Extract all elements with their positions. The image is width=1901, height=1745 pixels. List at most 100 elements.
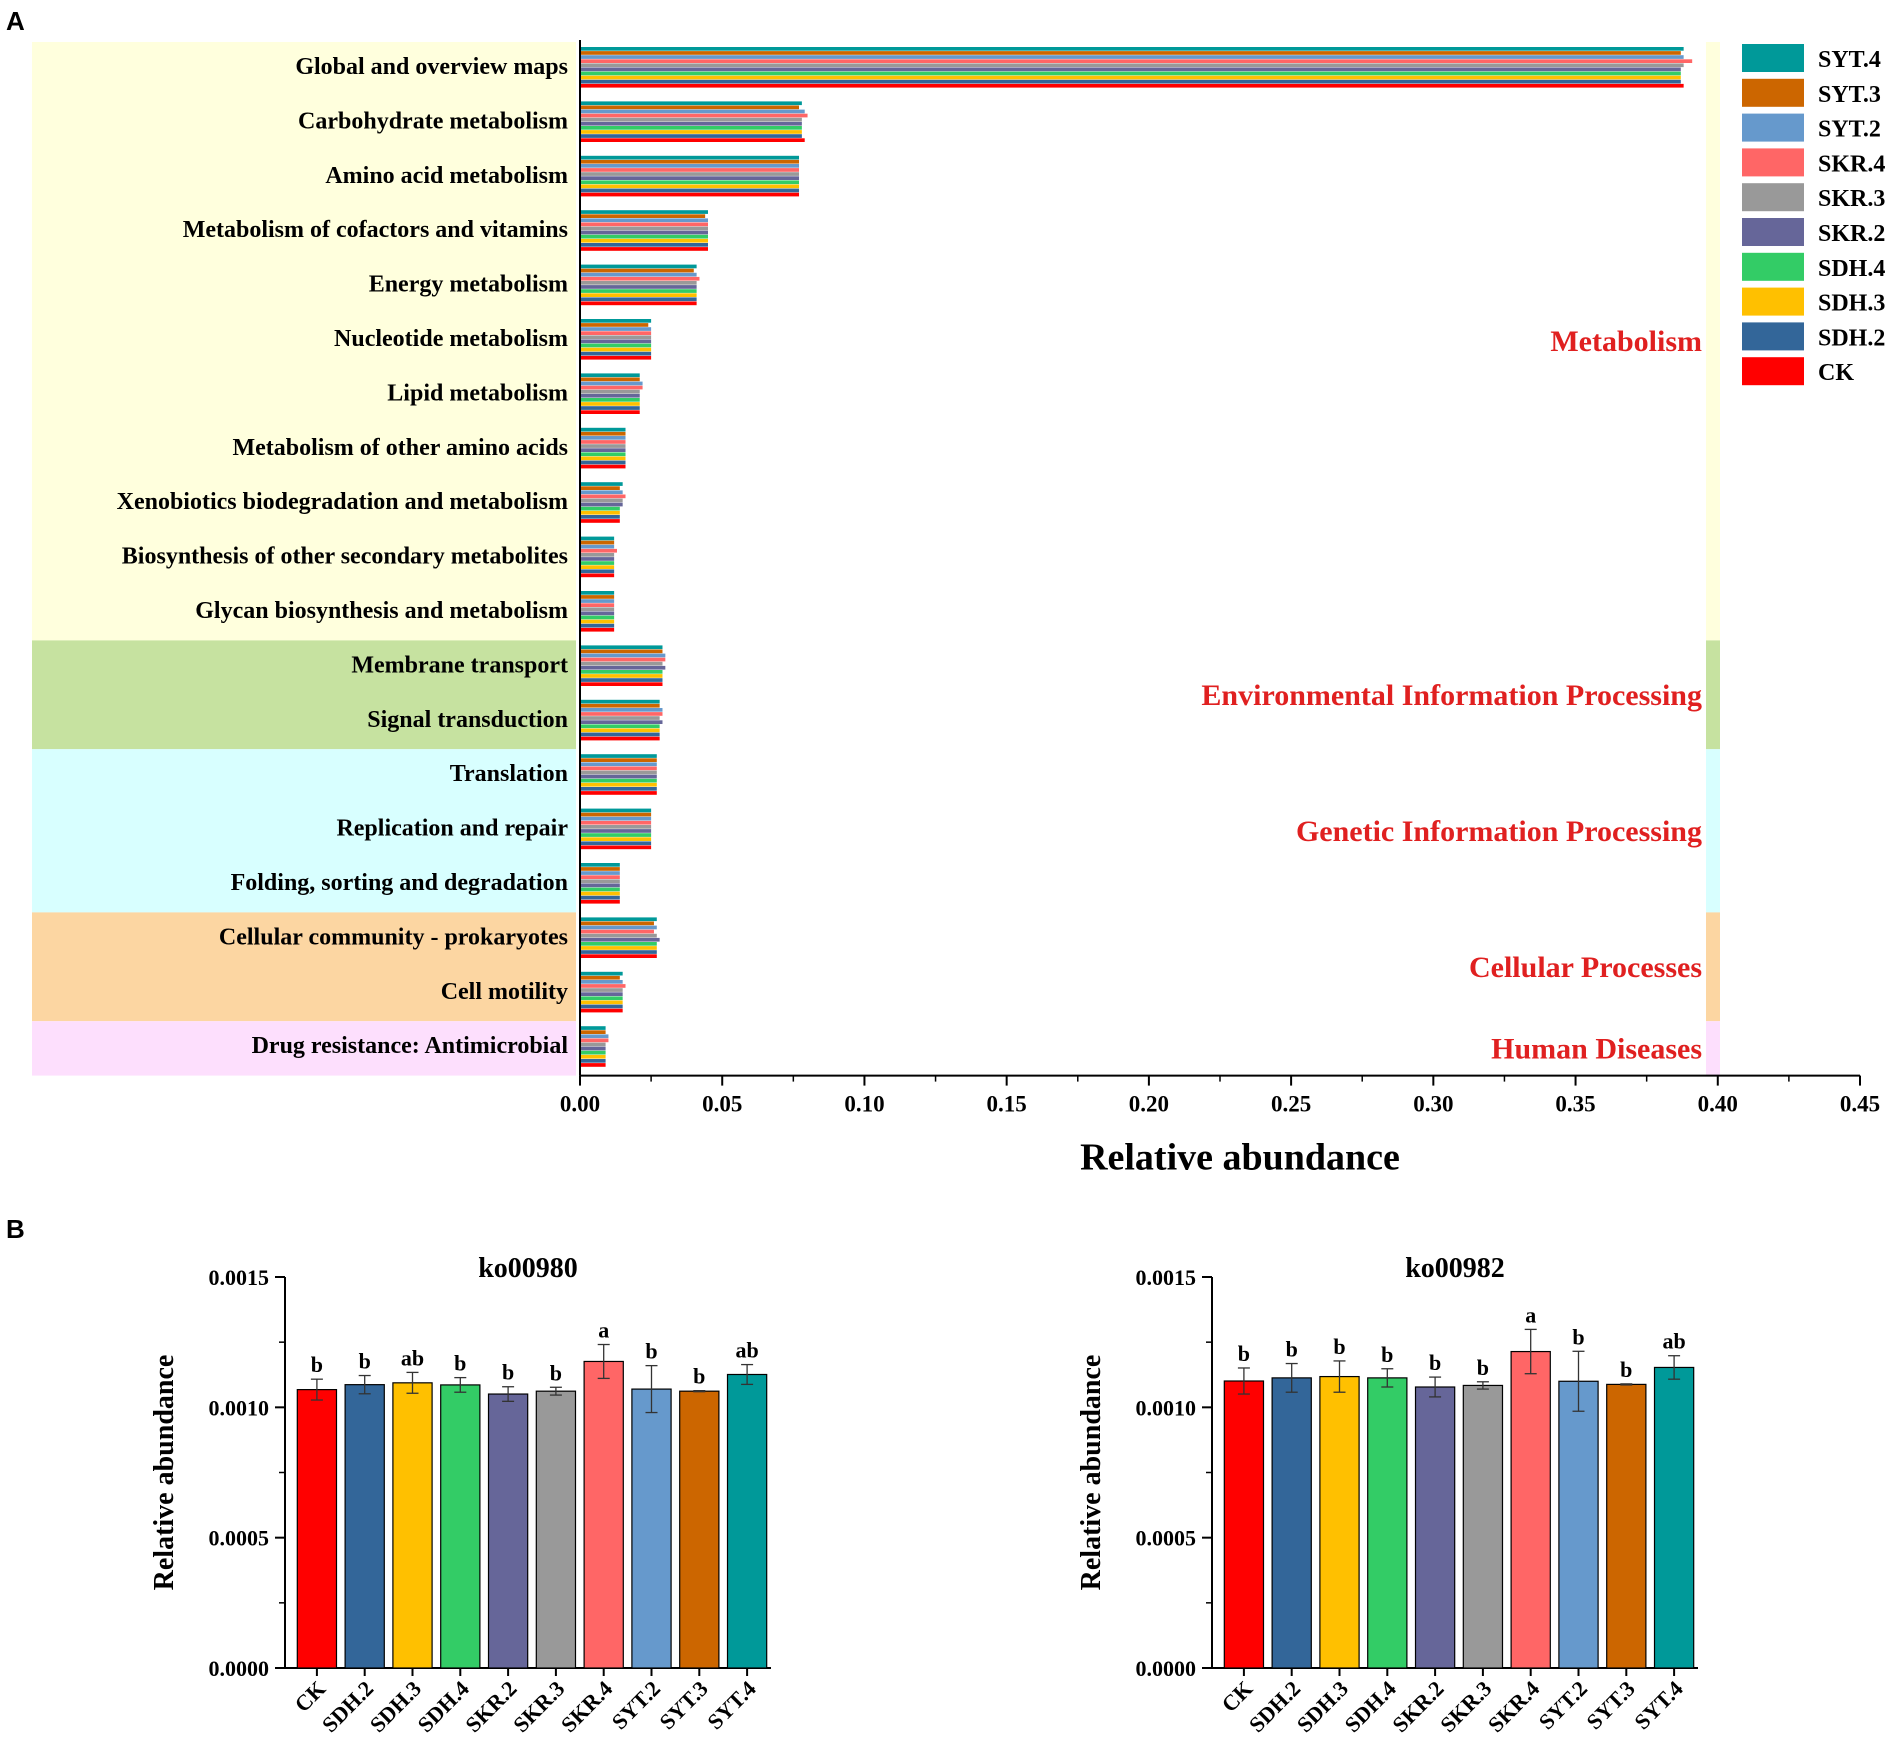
category-band bbox=[32, 912, 576, 1022]
category-label: Signal transduction bbox=[367, 707, 568, 733]
bar bbox=[580, 83, 1684, 88]
group-label: Human Diseases bbox=[1491, 1032, 1702, 1065]
bar bbox=[580, 55, 1684, 59]
bar bbox=[580, 63, 1684, 68]
bar bbox=[580, 984, 626, 988]
bar bbox=[580, 653, 666, 658]
bar bbox=[580, 47, 1684, 51]
bar bbox=[580, 410, 640, 414]
bar bbox=[580, 975, 620, 980]
bar bbox=[631, 1388, 672, 1669]
legend-label: SDH.2 bbox=[1818, 325, 1885, 351]
bar bbox=[580, 464, 626, 469]
bar bbox=[583, 1360, 624, 1669]
chart-title: ko00982 bbox=[1405, 1253, 1505, 1284]
x-tick-label: 0.35 bbox=[1555, 1092, 1595, 1117]
bar bbox=[580, 674, 663, 678]
x-tick-label: SKR.4 bbox=[1483, 1676, 1544, 1737]
bar bbox=[580, 595, 615, 599]
bar bbox=[580, 222, 708, 227]
category-label: Metabolism of cofactors and vitamins bbox=[183, 217, 568, 243]
bar bbox=[580, 921, 654, 926]
bar bbox=[1223, 1380, 1265, 1669]
significance-letter: b bbox=[1333, 1334, 1345, 1359]
significance-letter: ab bbox=[1662, 1329, 1685, 1354]
bar bbox=[580, 708, 663, 712]
bar bbox=[580, 732, 660, 737]
bar bbox=[580, 506, 620, 511]
bar bbox=[580, 71, 1681, 76]
bar bbox=[580, 385, 643, 390]
bar bbox=[580, 607, 615, 612]
category-strip bbox=[1706, 42, 1720, 641]
bar bbox=[580, 553, 615, 557]
bar bbox=[580, 289, 697, 293]
category-label: Drug resistance: Antimicrobial bbox=[252, 1033, 569, 1059]
category-band bbox=[32, 640, 576, 750]
x-tick-label: SKR.2 bbox=[460, 1676, 521, 1737]
bar bbox=[580, 841, 652, 846]
bar bbox=[580, 883, 620, 888]
bar bbox=[580, 301, 697, 306]
group-label: Genetic Information Processing bbox=[1296, 815, 1702, 848]
x-tick-label: SYT.2 bbox=[607, 1676, 665, 1734]
bar bbox=[580, 75, 1681, 80]
bar bbox=[580, 159, 800, 164]
group-label: Metabolism bbox=[1550, 325, 1702, 358]
legend-label: SYT.3 bbox=[1818, 82, 1881, 108]
bar bbox=[580, 1050, 606, 1055]
bar bbox=[580, 381, 643, 386]
group-label: Environmental Information Processing bbox=[1201, 679, 1702, 712]
legend-swatch bbox=[1742, 148, 1804, 177]
bar bbox=[580, 452, 626, 457]
x-tick-label: SDH.3 bbox=[1292, 1676, 1353, 1737]
y-tick-label: 0.0015 bbox=[1136, 1265, 1197, 1290]
bar bbox=[580, 623, 615, 628]
x-axis-title: Relative abundance bbox=[1080, 1137, 1400, 1179]
bar bbox=[580, 536, 615, 541]
bar bbox=[580, 895, 620, 900]
bar bbox=[580, 615, 615, 620]
bar bbox=[580, 138, 805, 142]
category-label: Replication and repair bbox=[336, 816, 568, 842]
bar bbox=[580, 347, 652, 352]
significance-letter: a bbox=[1525, 1302, 1536, 1327]
bar bbox=[580, 297, 697, 302]
bar bbox=[580, 557, 615, 561]
bar bbox=[580, 339, 652, 344]
bar bbox=[580, 1004, 623, 1009]
bar bbox=[580, 377, 640, 382]
bar bbox=[580, 1026, 606, 1030]
bar bbox=[580, 343, 652, 348]
x-tick-label: SYT.4 bbox=[1629, 1676, 1687, 1734]
bar bbox=[440, 1384, 481, 1669]
category-label: Translation bbox=[450, 761, 568, 787]
bar bbox=[580, 1030, 606, 1034]
bar bbox=[580, 603, 615, 607]
bar bbox=[580, 210, 708, 214]
panel-b-chart-ko00980: ko00980 0.0000 0.0005 0.0010 0.0015 Relative … bbox=[149, 1253, 771, 1737]
significance-letter: b bbox=[1620, 1357, 1632, 1382]
bar bbox=[580, 431, 626, 436]
bar bbox=[580, 243, 708, 247]
category-label: Cell motility bbox=[441, 979, 568, 1005]
panel-b-chart-ko00982: ko00982 0.0000 0.0005 0.0010 0.0015 Relative … bbox=[1076, 1253, 1698, 1737]
significance-letter: ab bbox=[735, 1338, 758, 1363]
bar bbox=[580, 230, 708, 235]
bar bbox=[580, 716, 660, 720]
bar bbox=[580, 389, 640, 394]
legend-swatch bbox=[1742, 183, 1804, 212]
bar bbox=[580, 117, 802, 122]
bar bbox=[580, 758, 657, 762]
bar bbox=[580, 268, 694, 273]
bar bbox=[580, 863, 620, 867]
bar bbox=[580, 276, 700, 281]
category-band bbox=[32, 42, 576, 641]
bar bbox=[580, 820, 652, 825]
bar bbox=[580, 808, 652, 813]
bar bbox=[580, 331, 652, 335]
bar bbox=[580, 402, 640, 406]
bar bbox=[580, 591, 615, 595]
significance-letter: b bbox=[645, 1339, 657, 1364]
